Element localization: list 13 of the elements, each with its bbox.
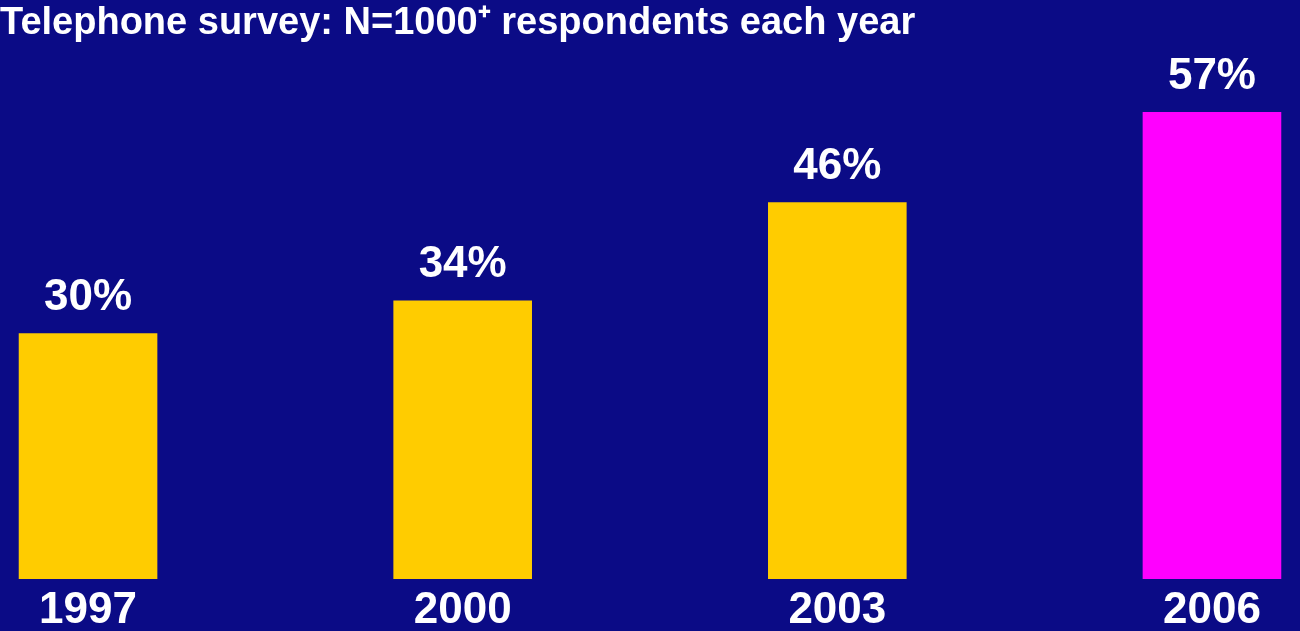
data-label: 46%	[793, 139, 882, 189]
bar	[768, 202, 907, 579]
data-label: 30%	[44, 270, 133, 320]
x-tick-label: 1997	[39, 582, 137, 631]
x-tick-label: 2000	[413, 582, 512, 631]
data-label: 57%	[1167, 49, 1256, 99]
x-tick-label: 2003	[788, 582, 887, 631]
bar	[1142, 112, 1282, 579]
bar	[18, 333, 158, 579]
x-tick-label: 2006	[1163, 582, 1261, 631]
bar	[393, 300, 532, 579]
chart-title: Telephone survey: N=1000⁺ respondents each year	[0, 0, 916, 42]
data-label: 34%	[418, 237, 507, 287]
